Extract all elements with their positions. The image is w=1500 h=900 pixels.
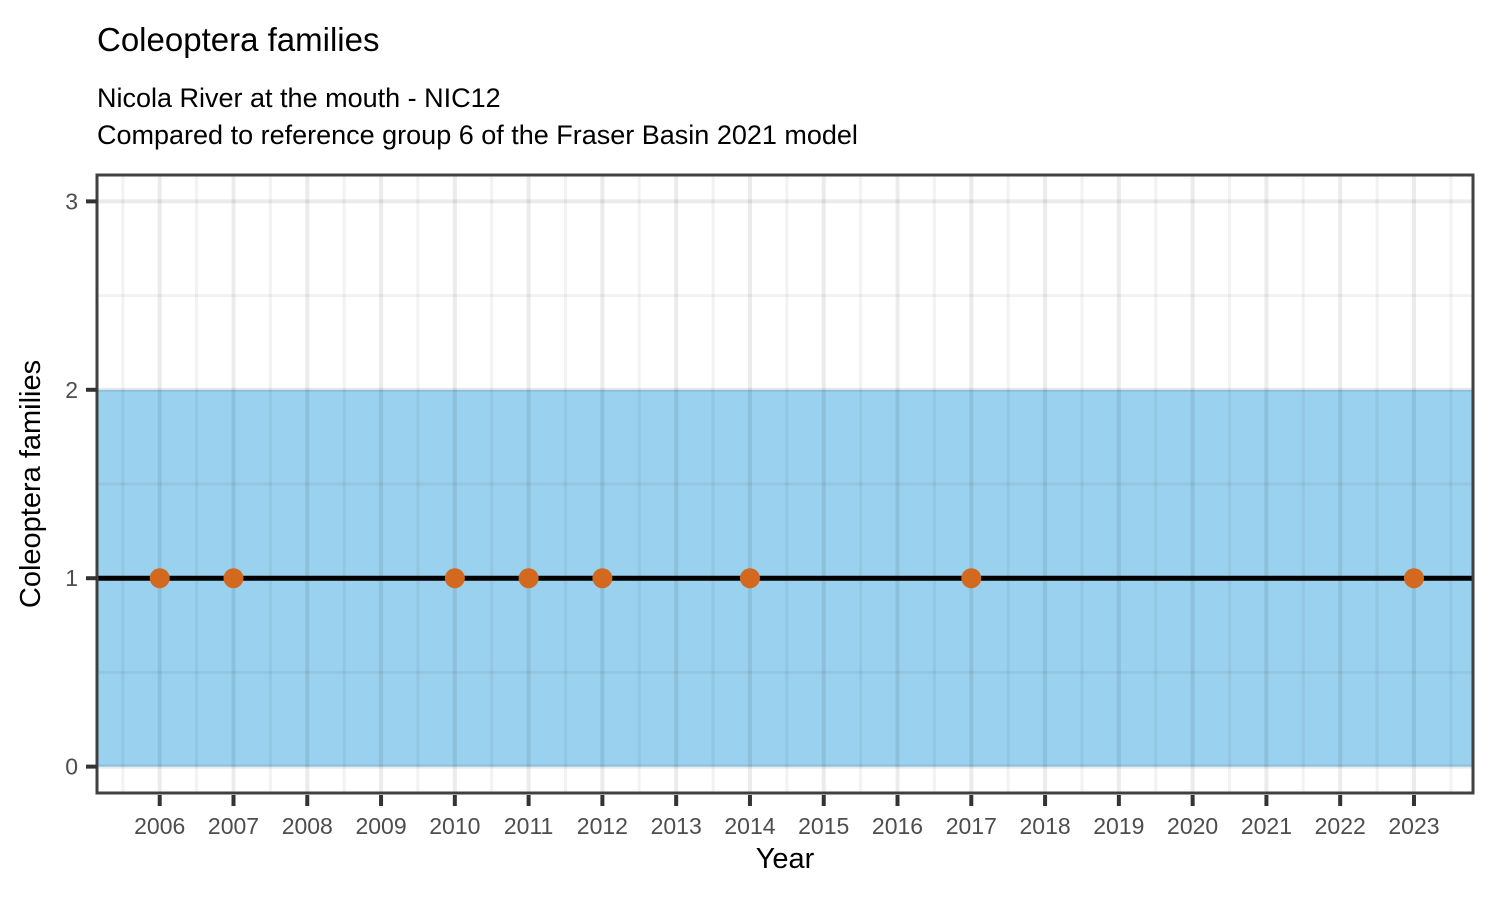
data-point-2023	[1403, 568, 1424, 589]
data-point-2011	[518, 568, 539, 589]
y-tick-label: 2	[65, 377, 78, 403]
x-tick-label: 2021	[1241, 813, 1292, 839]
panel-border	[95, 173, 1475, 795]
x-tick-label: 2012	[577, 813, 628, 839]
y-tick-label: 0	[65, 754, 78, 780]
chart-subtitle: Nicola River at the mouth - NIC12 Compar…	[97, 80, 858, 154]
x-tick-label: 2011	[504, 813, 553, 839]
x-tick-label: 2008	[282, 813, 333, 839]
y-tick-label: 3	[65, 188, 78, 214]
data-point-2010	[444, 568, 465, 589]
chart-subtitle-line1: Nicola River at the mouth - NIC12	[97, 83, 501, 113]
data-point-2017	[961, 568, 982, 589]
x-tick-label: 2014	[724, 813, 775, 839]
x-tick-label: 2023	[1388, 813, 1439, 839]
x-tick-label: 2017	[946, 813, 997, 839]
x-tick-label: 2018	[1019, 813, 1070, 839]
x-tick-label: 2007	[208, 813, 259, 839]
chart-subtitle-line2: Compared to reference group 6 of the Fra…	[97, 120, 858, 150]
x-tick-label: 2010	[429, 813, 480, 839]
data-point-2006	[149, 568, 170, 589]
data-point-2012	[592, 568, 613, 589]
x-tick-label: 2016	[872, 813, 923, 839]
x-tick-label: 2013	[651, 813, 702, 839]
x-tick-label: 2015	[798, 813, 849, 839]
chart-title: Coleoptera families	[97, 21, 380, 58]
y-tick-label: 1	[65, 565, 78, 591]
x-tick-label: 2009	[355, 813, 406, 839]
x-tick-label: 2022	[1315, 813, 1366, 839]
x-tick-label: 2006	[134, 813, 185, 839]
x-tick-label: 2020	[1167, 813, 1218, 839]
data-point-2014	[739, 568, 760, 589]
data-point-2007	[223, 568, 244, 589]
x-axis-title: Year	[756, 843, 815, 875]
x-tick-label: 2019	[1093, 813, 1144, 839]
y-axis-title: Coleoptera families	[15, 360, 47, 608]
